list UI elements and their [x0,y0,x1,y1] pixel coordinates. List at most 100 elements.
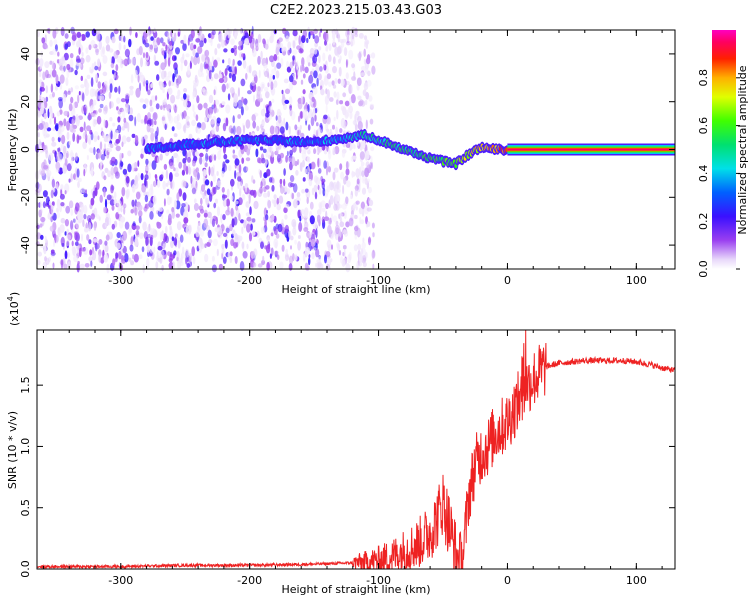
spectrogram-cell [90,69,93,74]
spectrogram-cell [290,245,292,250]
spectrogram-cell [152,195,157,205]
spectrogram-cell [279,178,283,185]
spectrogram-cell [360,247,364,255]
spectrogram-cell [58,230,62,238]
spectrogram-cell [336,109,339,120]
spectrogram-cell [284,99,290,104]
spectrogram-cell [288,255,294,265]
spectrogram-cell [99,141,103,151]
spectrogram-cell [289,149,293,156]
spectrogram-cell [43,165,49,170]
spectrogram-cell [371,65,376,75]
spectrogram-cell [301,152,307,161]
spectrogram-cell [248,194,251,204]
spectrogram-cell [227,205,230,213]
spectrogram-cell [280,57,284,67]
spectrogram-cell [114,171,120,179]
spectrogram-cell [131,57,136,66]
spectrogram-cell [338,204,342,209]
spectrogram-cell [291,39,297,48]
spectrogram-cell [273,199,277,208]
spectrogram-cell [216,171,219,176]
spectrogram-cell [51,61,55,70]
spectrogram-cell [368,199,374,207]
spectrogram-cell [112,258,116,266]
spectrogram-cell [85,222,88,230]
spectrogram-cell [104,198,108,209]
spectrogram-cell [127,163,132,173]
spectrogram-cell [244,183,249,189]
spectrogram-cell [370,146,375,152]
spectrogram-cell [316,209,322,216]
spectrogram-cell [324,254,327,264]
spectrogram-cell [210,120,215,125]
spectrogram-cell [265,91,270,99]
spectrogram-cell [59,224,65,233]
spectrogram-cell [255,148,259,158]
spectrogram-cell [342,92,347,98]
spectrogram-cell [140,148,146,155]
spectrogram-cell [262,148,267,153]
spectrogram-cell [365,161,370,169]
spectrogram-cell [314,191,318,200]
spectrogram-cell [64,33,69,39]
spectrogram-cell [296,192,301,198]
colorbar-tick-label: 0.2 [697,212,710,230]
spectrogram-cell [312,86,318,95]
spectrogram-cell [345,168,350,176]
spectrogram-cell [200,197,203,206]
spectrogram-cell [279,152,284,159]
spectrogram-cell [230,207,234,217]
spectrogram-cell [306,165,311,175]
spectrogram-cell [320,200,326,208]
spectrogram-cell [322,187,326,197]
spectrogram-cell [211,218,216,227]
spectrogram-cell [43,245,47,255]
spectrogram-cell [190,55,194,64]
spectrogram-cell [324,216,330,221]
spectrogram-cell [140,119,144,124]
spectrogram-cell [312,55,318,64]
spectrogram-cell [245,157,251,162]
spectrogram-cell [356,77,362,86]
spectrogram-cell [182,180,188,188]
spectrogram-cell [151,160,157,171]
spectrogram-cell [144,60,148,67]
spectrogram-cell [292,227,297,236]
spectrogram-cell [70,96,74,104]
spectrogram-cell [366,221,371,228]
spectrogram-cell [300,208,305,215]
spectrogram-cell [230,38,235,46]
spectrogram-cell [350,94,356,104]
spectrogram-cell [355,206,358,211]
spectrogram-cell [234,66,237,75]
spectrogram-cell [329,181,334,191]
spectrogram-cell [251,231,256,236]
spectrogram-cell [70,208,74,216]
spectrogram-cell [172,261,175,269]
spectrogram-cell [70,149,74,159]
spectrogram-cell [103,188,106,198]
spectrogram-cell [361,187,367,195]
spectrogram-cell [44,144,48,155]
spectrogram-cell [66,150,69,159]
spectrogram-cell [321,207,326,213]
spectrogram-cell [140,173,144,181]
spectrogram-cell [120,98,126,103]
spectrogram-cell [241,193,246,201]
spectrogram-cell [60,202,65,207]
spectrogram-cell [239,28,243,35]
spectrogram-cell [259,146,264,151]
spectrogram-cell [39,223,43,228]
spectrogram-cell [193,203,199,211]
spectrogram-cell [258,158,263,164]
spectrogram-cell [224,68,228,77]
spectrogram-cell [96,115,102,125]
spectrogram-cell [139,74,145,83]
spectrogram-cell [163,70,167,78]
spectrogram-cell [328,81,332,87]
spectrogram-cell [149,245,153,254]
spectrogram-cell [343,120,347,128]
spectrogram-cell [113,131,117,140]
